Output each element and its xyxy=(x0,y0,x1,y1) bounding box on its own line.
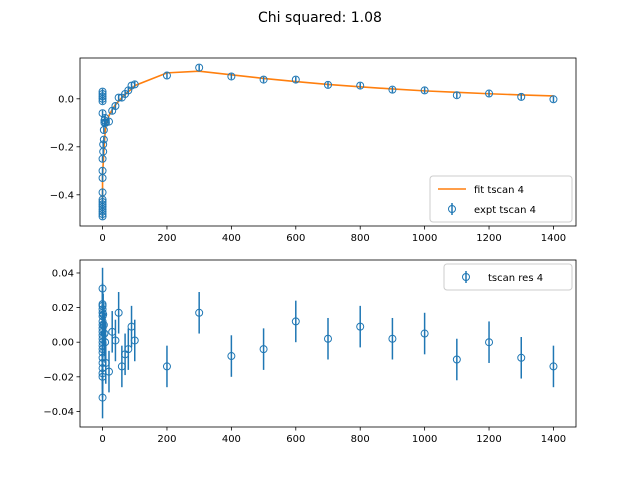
y-tick-label: 0.00 xyxy=(52,338,74,349)
top-axes-frame xyxy=(79,57,577,227)
data-point xyxy=(227,352,236,361)
data-point xyxy=(485,338,494,347)
legend-label: tscan res 4 xyxy=(488,273,543,284)
data-point xyxy=(549,362,558,371)
x-tick-label: 400 xyxy=(222,233,241,244)
legend-marker-handle xyxy=(462,273,470,281)
data-point xyxy=(517,353,526,362)
series-bottom-0 xyxy=(98,267,558,419)
x-tick-label: 200 xyxy=(157,233,176,244)
data-point xyxy=(114,308,123,317)
y-tick-label: 0.02 xyxy=(52,303,74,314)
data-point xyxy=(98,393,107,402)
data-point xyxy=(111,102,120,110)
data-point xyxy=(420,329,429,338)
data-point xyxy=(356,322,365,331)
data-point xyxy=(195,63,204,72)
legend-marker-handle xyxy=(448,205,456,213)
legend-label: fit tscan 4 xyxy=(474,185,524,196)
x-tick-label: 800 xyxy=(351,434,370,445)
data-point xyxy=(291,75,300,84)
data-point xyxy=(452,355,461,364)
data-point xyxy=(227,72,236,81)
data-point xyxy=(485,89,494,98)
x-tick-label: 1000 xyxy=(412,233,437,244)
data-point xyxy=(549,95,558,104)
data-point xyxy=(162,71,171,80)
x-tick-label: 1400 xyxy=(541,233,566,244)
y-tick-label: −0.04 xyxy=(43,407,74,418)
y-tick-label: −0.02 xyxy=(43,372,74,383)
bottom-axes-frame xyxy=(79,259,577,428)
series-top-1 xyxy=(98,63,558,221)
legend-box xyxy=(429,175,573,223)
data-point xyxy=(388,85,397,94)
x-tick-label: 0 xyxy=(99,233,105,244)
data-point xyxy=(291,317,300,326)
bottom-plot-area xyxy=(98,267,558,419)
top-legend: fit tscan 4 expt tscan 4 xyxy=(429,175,573,223)
data-point xyxy=(324,80,332,89)
x-tick-label: 1000 xyxy=(412,434,437,445)
legend-box xyxy=(443,263,573,291)
bottom-legend: tscan res 4 xyxy=(443,263,573,291)
data-point xyxy=(452,91,461,100)
x-tick-label: 800 xyxy=(351,233,370,244)
data-point xyxy=(124,345,133,354)
data-point xyxy=(111,336,120,345)
data-point xyxy=(259,75,268,84)
data-point xyxy=(388,334,397,343)
x-tick-label: 600 xyxy=(286,233,305,244)
data-point xyxy=(98,188,107,197)
top-panel: 0 200 400 600 800 1000 1200 1400 0.0 −0.2 −0.4 fit … xyxy=(50,57,577,244)
y-tick-label: 0.0 xyxy=(58,94,74,105)
x-tick-label: 0 xyxy=(99,434,105,445)
x-tick-label: 200 xyxy=(157,434,176,445)
data-point xyxy=(104,117,113,126)
data-point xyxy=(356,81,365,90)
y-tick-label: −0.4 xyxy=(50,190,74,201)
x-tick-label: 600 xyxy=(286,434,305,445)
data-point xyxy=(130,336,139,345)
data-point xyxy=(162,362,171,371)
data-point xyxy=(420,86,429,95)
data-point xyxy=(517,92,526,101)
x-tick-label: 1200 xyxy=(476,434,501,445)
data-point xyxy=(98,166,107,175)
figure-title: Chi squared: 1.08 xyxy=(258,10,382,26)
top-plot-area xyxy=(98,63,558,221)
data-point xyxy=(130,80,139,89)
data-point xyxy=(259,345,268,354)
data-point xyxy=(195,308,204,317)
x-tick-label: 1400 xyxy=(541,434,566,445)
legend-label: expt tscan 4 xyxy=(474,205,536,216)
bottom-panel: 0 200 400 600 800 1000 1200 1400 0.04 0.02 0.00 −0.… xyxy=(43,259,577,445)
data-point xyxy=(104,367,113,376)
x-tick-label: 1200 xyxy=(476,233,501,244)
data-point xyxy=(99,135,108,144)
data-point xyxy=(98,109,107,118)
data-point xyxy=(98,97,107,106)
y-tick-label: 0.04 xyxy=(52,268,74,279)
x-tick-label: 400 xyxy=(222,434,241,445)
data-point xyxy=(324,334,332,343)
y-tick-label: −0.2 xyxy=(50,142,74,153)
